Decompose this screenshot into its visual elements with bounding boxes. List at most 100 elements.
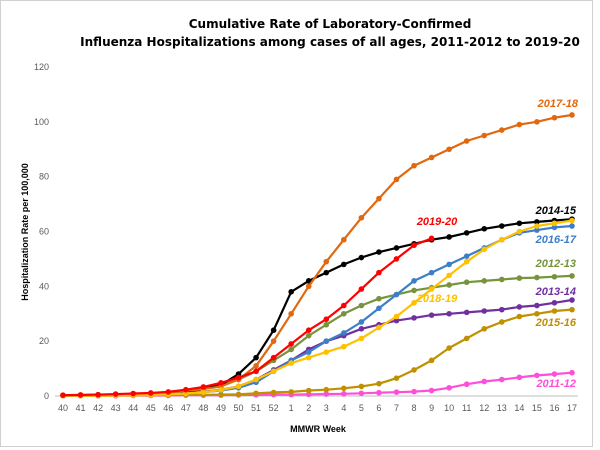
data-point (253, 376, 259, 383)
data-point (481, 246, 488, 253)
data-point (341, 310, 347, 317)
series-label: 2011-12 (535, 378, 576, 390)
data-point (358, 319, 365, 325)
data-point (428, 154, 435, 161)
series-label: 2013-14 (535, 286, 576, 298)
data-point (235, 383, 242, 390)
data-point (516, 313, 523, 320)
data-point (551, 224, 558, 231)
data-point (218, 387, 224, 393)
data-point (569, 306, 575, 313)
data-point (534, 119, 540, 125)
data-point (393, 389, 400, 395)
data-point (218, 380, 224, 386)
data-point (534, 302, 540, 309)
data-point (446, 310, 452, 317)
data-point (376, 305, 382, 312)
data-point (393, 291, 400, 298)
data-point (428, 269, 435, 276)
x-tick-label: 15 (532, 403, 542, 413)
data-point (358, 326, 365, 332)
data-point (341, 302, 347, 309)
y-tick-label: 80 (39, 172, 49, 182)
x-tick-label: 14 (514, 403, 524, 413)
x-tick-label: 47 (181, 403, 191, 413)
data-point (376, 269, 382, 276)
data-point (323, 391, 330, 397)
data-point (569, 112, 575, 118)
y-tick-label: 60 (39, 227, 49, 237)
data-point (393, 245, 400, 251)
x-tick-label: 1 (289, 403, 294, 413)
data-point (463, 279, 470, 286)
y-tick-label: 100 (34, 117, 49, 127)
data-point (446, 261, 452, 268)
data-point (358, 390, 365, 397)
x-tick-label: 50 (234, 403, 244, 413)
data-point (130, 390, 137, 397)
data-point (428, 357, 435, 364)
series-labels: 2011-12 2012-13 2013-14 2014-15 2015-16 2016-… (416, 98, 579, 390)
data-point (253, 368, 259, 375)
data-point (235, 391, 242, 398)
data-point (498, 127, 505, 133)
x-tick-label: 2 (306, 403, 311, 413)
series-label: 2015-16 (535, 317, 577, 329)
data-point (393, 176, 400, 183)
data-point (481, 132, 488, 139)
data-point (551, 371, 558, 377)
data-point (376, 295, 382, 302)
data-point (463, 309, 470, 316)
x-tick-label: 9 (429, 403, 434, 413)
data-point (411, 278, 417, 284)
data-point (270, 327, 277, 334)
x-tick-label: 6 (376, 403, 381, 413)
x-tick-label: 7 (394, 403, 399, 413)
data-point (534, 223, 540, 229)
data-point (481, 278, 488, 284)
data-point (270, 338, 277, 344)
data-point (569, 297, 575, 303)
data-point (305, 387, 312, 394)
data-point (200, 384, 207, 390)
data-point (183, 386, 189, 393)
data-point (200, 389, 207, 395)
series-label: 2012-13 (535, 258, 576, 270)
series-label: 2018-19 (416, 293, 458, 305)
series-line (63, 219, 573, 397)
x-axis-label: MMWR Week (290, 424, 347, 434)
data-point (358, 302, 365, 309)
y-ticks: 0 20 40 60 80 100 120 (34, 62, 49, 401)
data-point (235, 374, 242, 381)
data-point (376, 249, 382, 255)
x-tick-label: 40 (58, 403, 68, 413)
data-point (218, 391, 224, 398)
data-point (428, 387, 435, 394)
data-point (551, 220, 558, 227)
x-tick-label: 41 (76, 403, 86, 413)
data-point (446, 345, 452, 351)
data-point (534, 274, 540, 281)
data-point (270, 368, 277, 375)
x-tick-label: 3 (324, 403, 329, 413)
x-tick-label: 5 (359, 403, 364, 413)
data-point (393, 375, 400, 381)
data-point (323, 386, 330, 393)
data-point (358, 286, 365, 292)
x-tick-label: 48 (198, 403, 208, 413)
data-point (534, 219, 540, 225)
data-point (77, 392, 84, 398)
x-tick-label: 52 (269, 403, 279, 413)
series-lines (60, 112, 575, 399)
data-point (428, 286, 435, 292)
data-point (498, 319, 505, 325)
data-point (323, 258, 330, 265)
data-point (288, 360, 294, 366)
data-point (516, 121, 523, 128)
data-point (463, 138, 470, 144)
data-point (411, 388, 417, 395)
data-point (481, 225, 488, 232)
data-point (270, 389, 277, 396)
data-point (393, 317, 400, 324)
data-point (534, 227, 540, 233)
